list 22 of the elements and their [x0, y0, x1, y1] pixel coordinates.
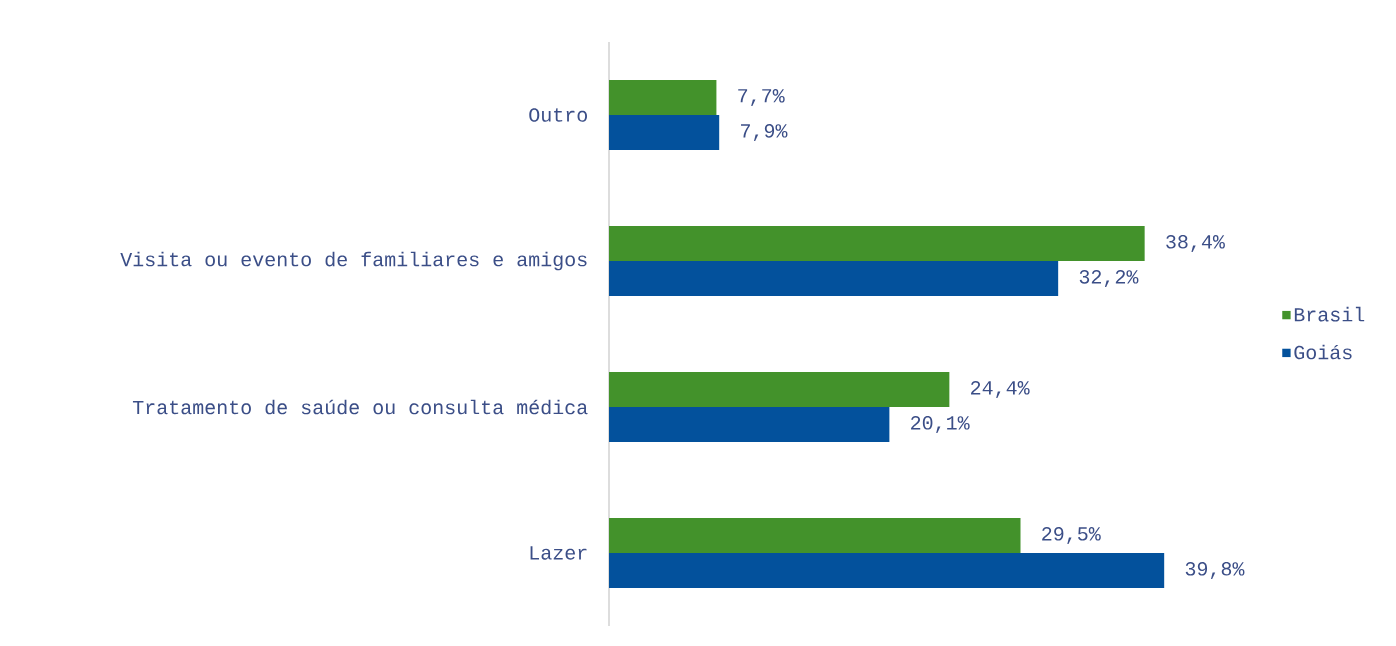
legend-label: Goiás: [1294, 344, 1352, 360]
bar: [609, 407, 890, 443]
data-label: 24,4%: [971, 381, 1030, 398]
data-label: 7,9%: [741, 124, 788, 141]
y-tick-label: Visita ou evento de familiares e amigos: [120, 251, 587, 271]
y-tick-label: Outro: [529, 108, 587, 122]
data-label: 32,2%: [1079, 270, 1139, 287]
data-label: 29,5%: [1042, 527, 1101, 544]
data-label: 7,7%: [738, 89, 785, 106]
bar: [609, 79, 717, 115]
legend-label: Brasil: [1294, 306, 1365, 322]
bar: [609, 553, 1165, 589]
bar: [609, 517, 1021, 553]
y-tick-label: Tratamento de saúde ou consulta médica: [132, 399, 588, 415]
data-label: 20,1%: [911, 416, 970, 433]
bar: [609, 115, 720, 151]
bar: [609, 371, 950, 407]
bar: [609, 225, 1145, 261]
data-label: 39,8%: [1185, 562, 1245, 579]
y-tick-label: Lazer: [530, 546, 587, 560]
bar: [609, 261, 1059, 297]
data-label: 38,4%: [1166, 235, 1225, 252]
